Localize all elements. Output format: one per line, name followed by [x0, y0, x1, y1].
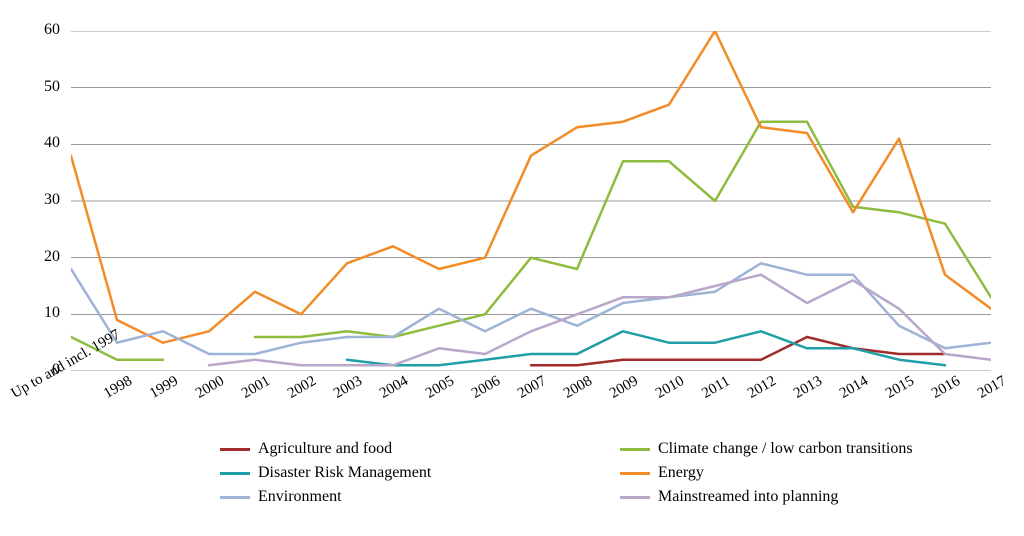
x-tick-label: 2016	[929, 373, 963, 403]
y-tick-label: 30	[44, 191, 60, 209]
legend-item: Disaster Risk Management	[220, 464, 580, 482]
legend-item: Mainstreamed into planning	[620, 488, 980, 506]
x-tick-label: 2003	[331, 373, 365, 403]
series-line	[531, 337, 945, 365]
x-tick-label: 2017	[975, 373, 1009, 403]
legend-label: Environment	[258, 488, 342, 506]
y-tick-label: 20	[44, 248, 60, 266]
series-group	[71, 31, 991, 365]
x-tick-label: 2011	[699, 373, 733, 402]
legend-item: Climate change / low carbon transitions	[620, 440, 980, 458]
series-line	[71, 31, 991, 343]
legend-item: Agriculture and food	[220, 440, 580, 458]
x-tick-label: 2002	[285, 373, 319, 403]
legend-item: Energy	[620, 464, 980, 482]
y-tick-label: 60	[44, 21, 60, 39]
x-tick-label: 2012	[745, 373, 779, 403]
y-tick-label: 50	[44, 78, 60, 96]
legend-swatch	[220, 448, 250, 451]
chart-svg	[71, 31, 991, 371]
legend-item: Environment	[220, 488, 580, 506]
series-line	[71, 263, 991, 354]
x-tick-label: 2009	[607, 373, 641, 403]
x-tick-label: 2014	[837, 373, 871, 403]
legend-swatch	[620, 496, 650, 499]
gridlines	[71, 31, 991, 371]
legend: Agriculture and food Climate change / low…	[220, 440, 980, 506]
legend-label: Mainstreamed into planning	[658, 488, 838, 506]
x-tick-label: 2015	[883, 373, 917, 403]
legend-label: Energy	[658, 464, 704, 482]
x-tick-label: 1999	[147, 373, 181, 403]
x-tick-label: 1998	[101, 373, 135, 403]
legend-label: Disaster Risk Management	[258, 464, 431, 482]
y-tick-label: 10	[44, 304, 60, 322]
legend-label: Climate change / low carbon transitions	[658, 440, 913, 458]
x-tick-label: 2001	[239, 373, 273, 403]
x-tick-label: 2013	[791, 373, 825, 403]
x-tick-label: 2005	[423, 373, 457, 403]
legend-swatch	[220, 472, 250, 475]
legend-swatch	[620, 448, 650, 451]
x-tick-label: 2000	[193, 373, 227, 403]
legend-swatch	[620, 472, 650, 475]
x-tick-label: 2008	[561, 373, 595, 403]
plot-area	[70, 30, 990, 370]
y-tick-label: 40	[44, 134, 60, 152]
legend-label: Agriculture and food	[258, 440, 392, 458]
legend-swatch	[220, 496, 250, 499]
x-tick-label: 2007	[515, 373, 549, 403]
x-tick-label: 2004	[377, 373, 411, 403]
x-tick-label: 2006	[469, 373, 503, 403]
line-chart: 0102030405060 Up to and incl. 1997199819…	[20, 20, 1000, 500]
x-tick-label: 2010	[653, 373, 687, 403]
